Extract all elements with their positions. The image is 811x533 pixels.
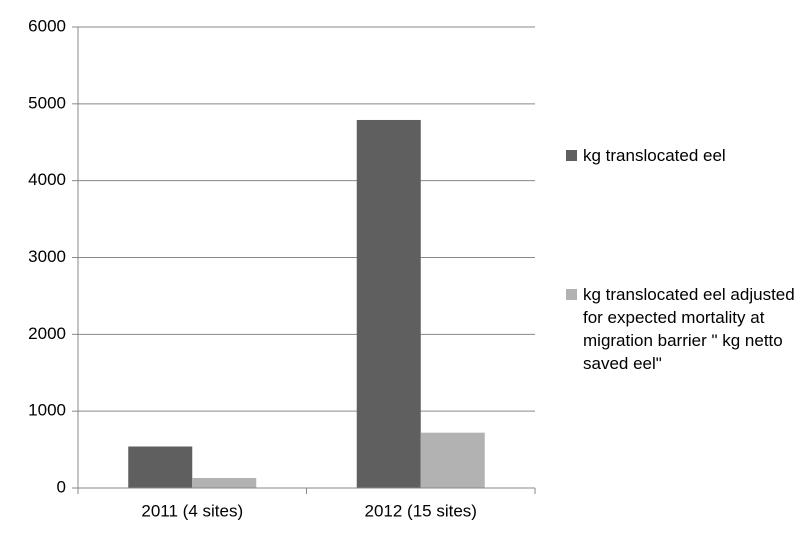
legend-label: kg translocated eel xyxy=(583,146,726,165)
bar xyxy=(356,119,421,489)
y-tick-label: 1000 xyxy=(28,401,66,420)
y-tick-label: 5000 xyxy=(28,93,66,112)
y-tick-label: 3000 xyxy=(28,247,66,266)
bar xyxy=(420,432,485,488)
x-tick-label: 2011 (4 sites) xyxy=(141,501,243,520)
legend-label: kg translocated eel adjusted for expecte… xyxy=(583,285,795,373)
y-tick-label: 0 xyxy=(57,477,66,496)
x-tick-label: 2012 (15 sites) xyxy=(365,501,477,520)
bar xyxy=(192,478,257,488)
y-tick-label: 2000 xyxy=(28,324,66,343)
legend-swatch xyxy=(566,150,577,161)
y-tick-label: 4000 xyxy=(28,170,66,189)
bar xyxy=(128,446,193,488)
legend-swatch xyxy=(566,289,577,300)
y-tick-label: 6000 xyxy=(28,16,66,35)
